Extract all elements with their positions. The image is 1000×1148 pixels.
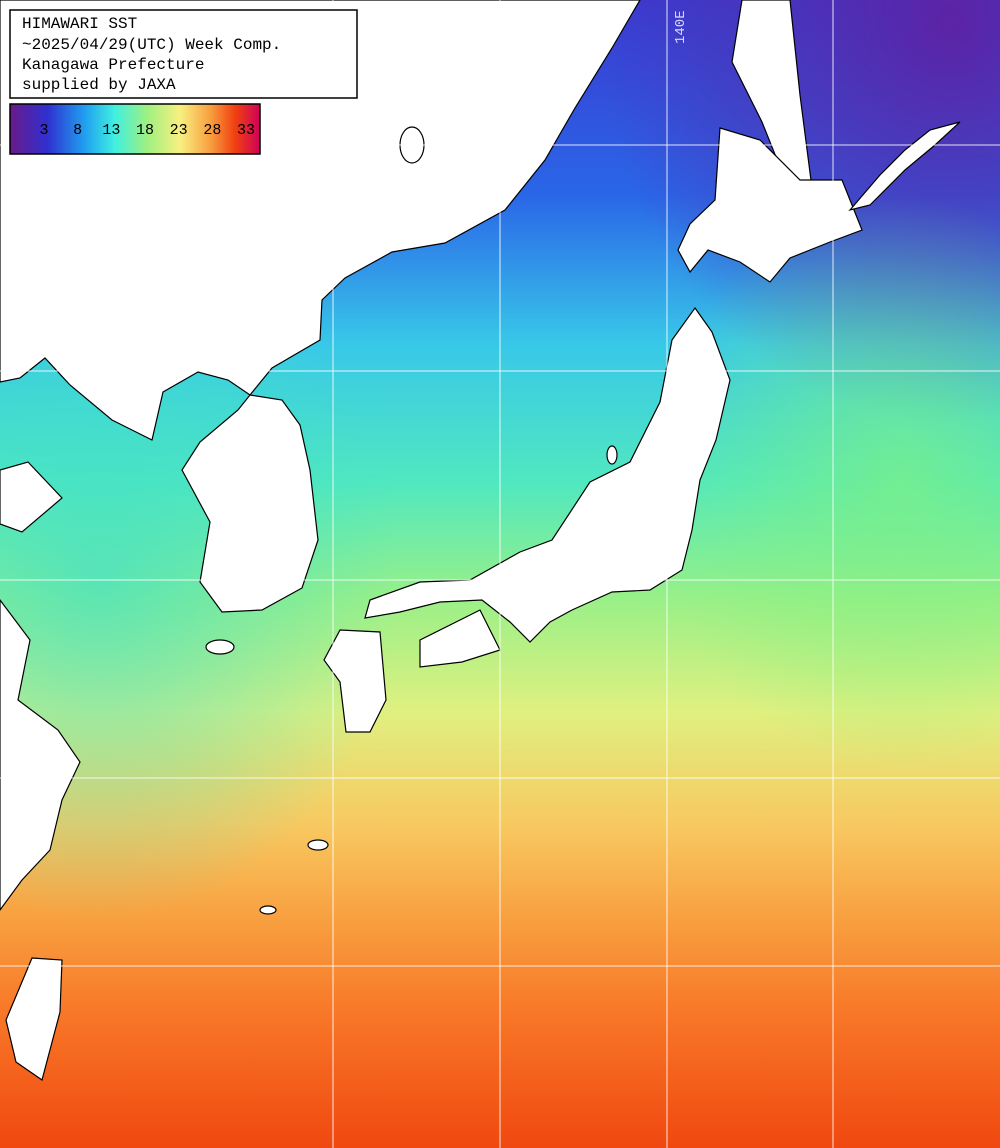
colorbar-tick-label: 28	[203, 122, 221, 139]
sado	[606, 445, 618, 465]
header-line: supplied by JAXA	[22, 76, 176, 94]
colorbar-tick-label: 13	[102, 122, 120, 139]
header-line: Kanagawa Prefecture	[22, 56, 204, 74]
latitude-label: 40N	[0, 356, 17, 372]
hokkaido	[677, 127, 863, 283]
kyushu	[323, 629, 387, 733]
colorbar-tick-label: 33	[237, 122, 255, 139]
header: HIMAWARI SST ~2025/04/29(UTC) Week Comp.…	[9, 9, 358, 99]
colorbar-tick-label: 18	[136, 122, 154, 139]
jeju	[205, 639, 235, 655]
colorbar-tick-label: 23	[170, 122, 188, 139]
longitude-label: 140E	[673, 10, 689, 44]
honshu	[364, 306, 731, 643]
header-box	[9, 9, 358, 99]
header-line: ~2025/04/29(UTC) Week Comp.	[22, 36, 281, 54]
colorbar-tick-label: 3	[39, 122, 48, 139]
header-line: HIMAWARI SST	[22, 15, 137, 33]
kurils	[848, 121, 961, 212]
okinawa	[307, 839, 329, 851]
korea	[181, 394, 319, 613]
shikoku	[419, 609, 501, 668]
colorbar-scale	[9, 103, 261, 155]
shandong	[0, 461, 63, 533]
island	[259, 905, 277, 915]
taiwan	[5, 957, 63, 1081]
colorbar-tick-label: 8	[73, 122, 82, 139]
colorbar: 3 8 13 18 23 28 33	[9, 103, 261, 155]
china-coast	[0, 599, 81, 912]
